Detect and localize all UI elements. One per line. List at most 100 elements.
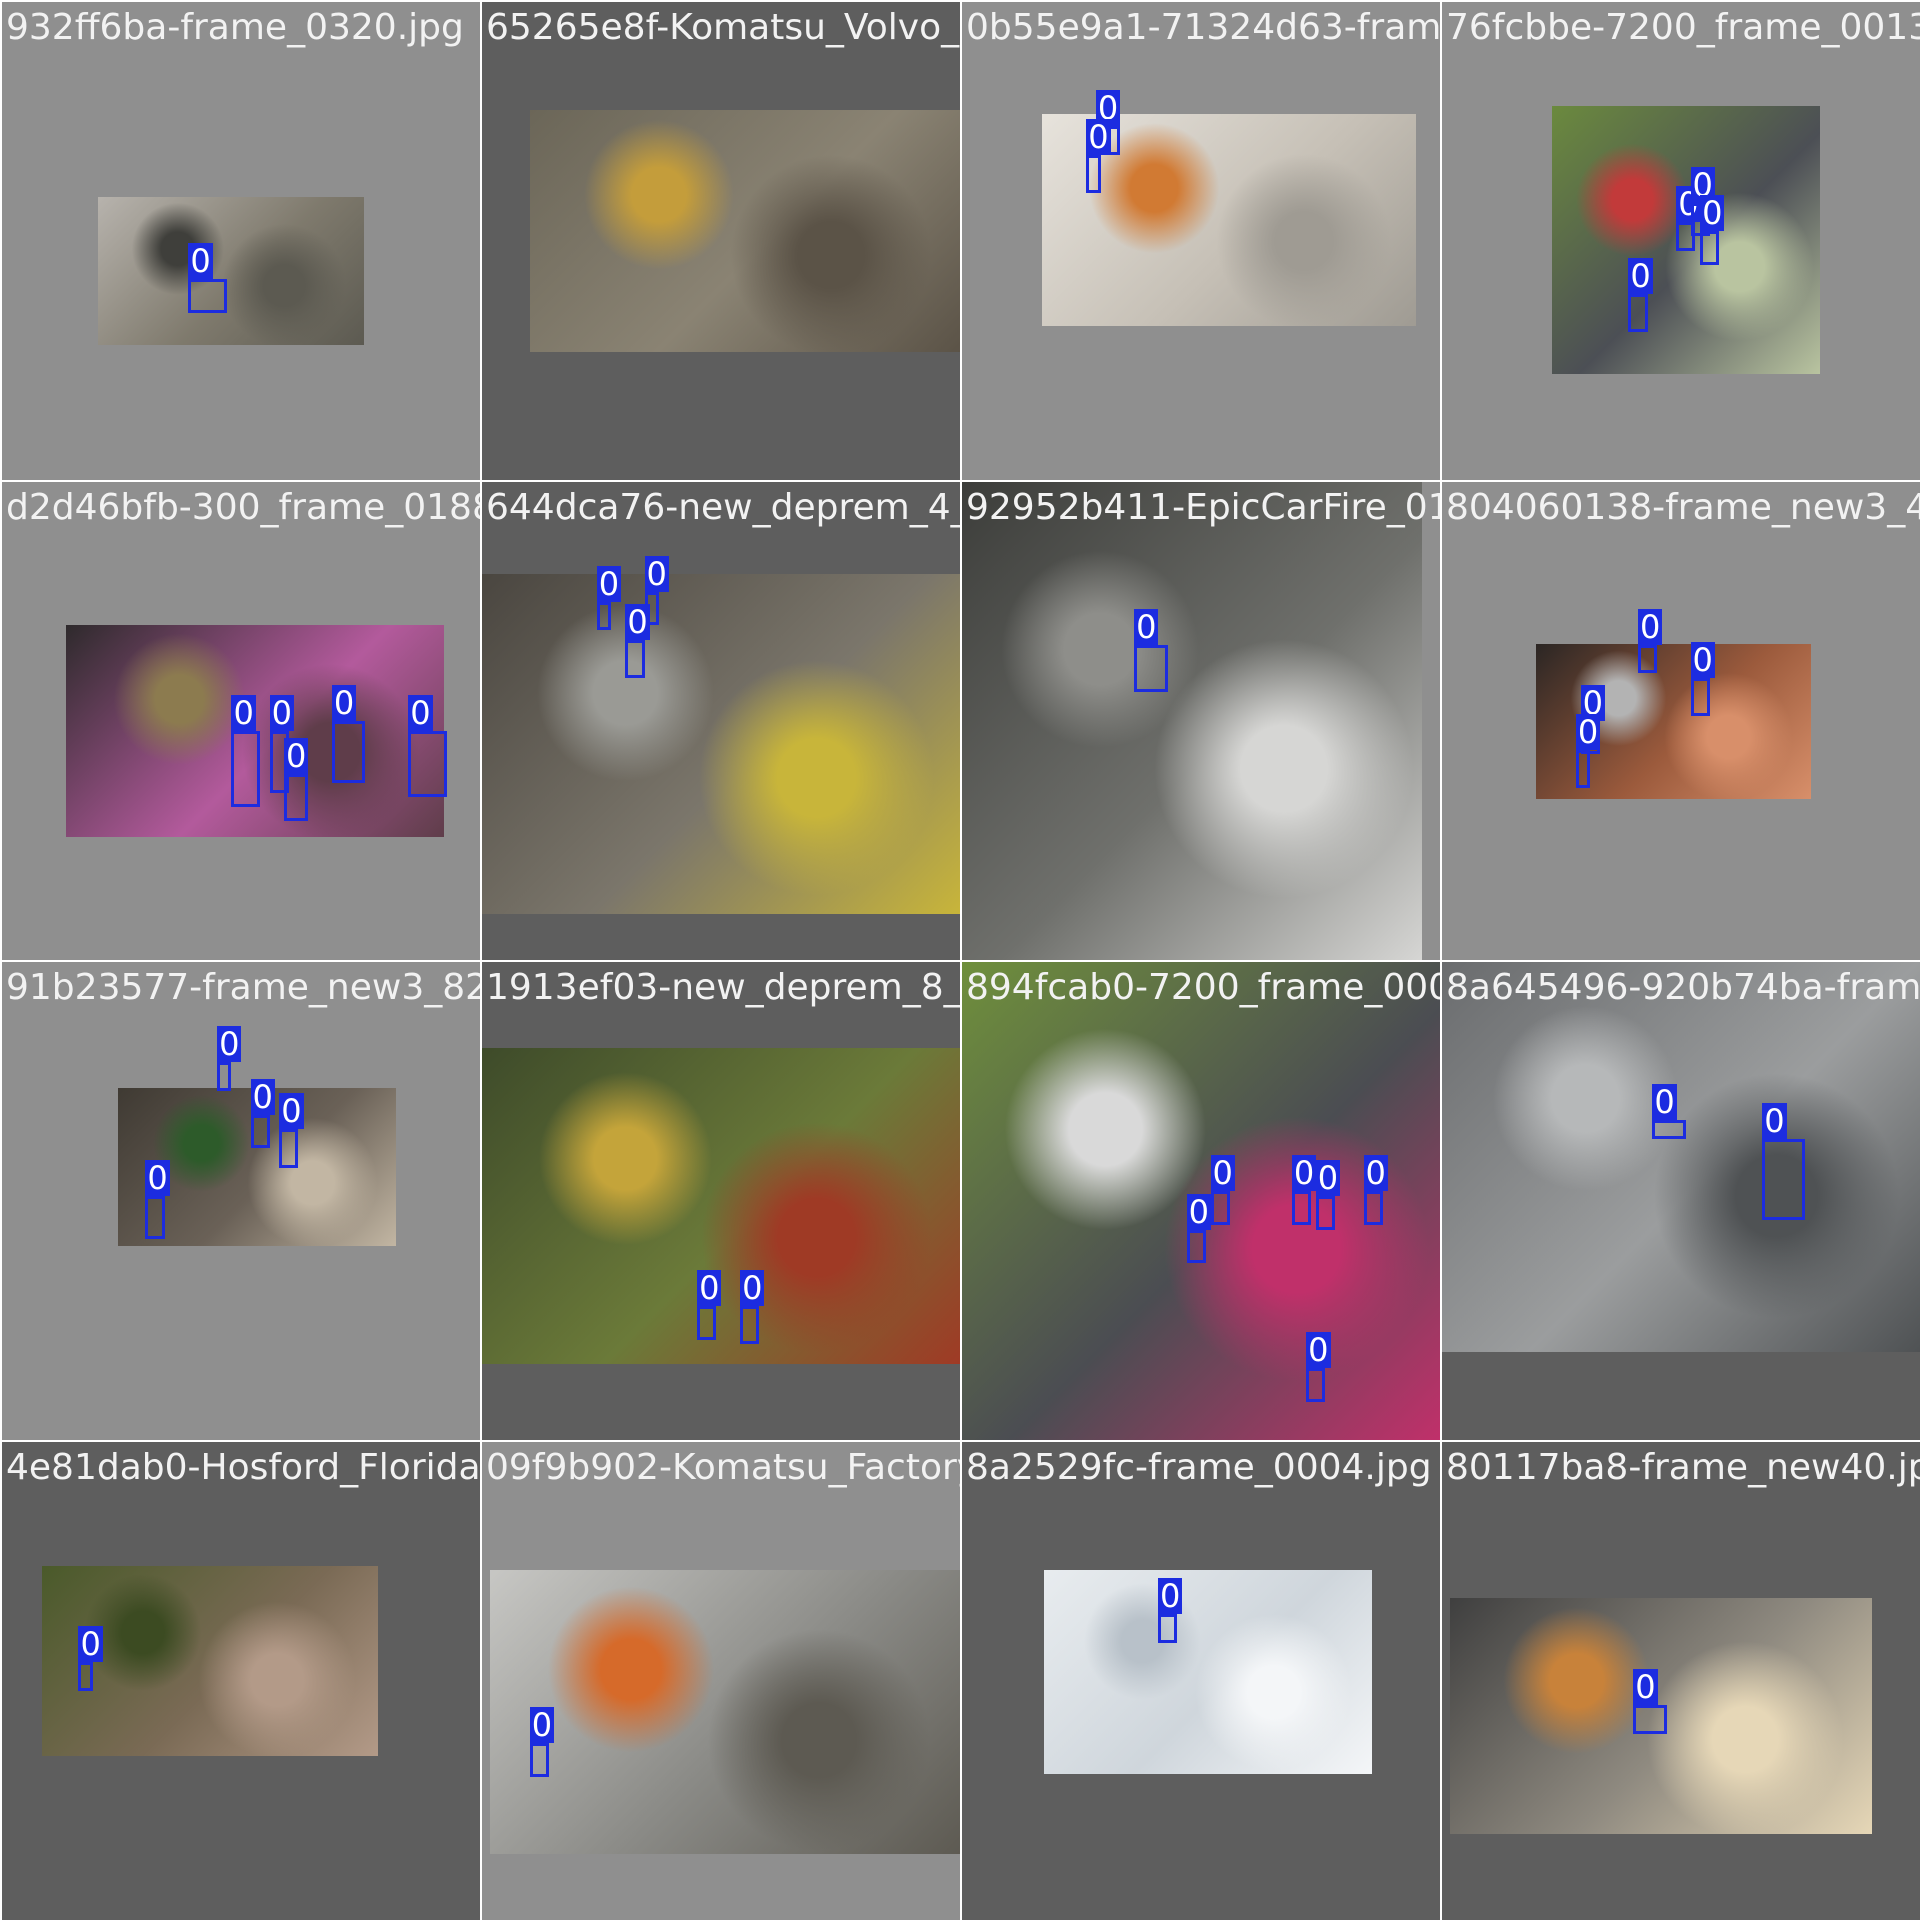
detection-label: 0 [1291, 1154, 1317, 1193]
detection-label: 0 [217, 1025, 242, 1064]
detection-box [250, 1114, 270, 1149]
detection-box [1762, 1138, 1806, 1221]
detection-label: 0 [250, 1077, 275, 1116]
detection-box [217, 1062, 232, 1092]
tile-photo [530, 110, 960, 352]
detection-box [284, 773, 308, 822]
detection-box [1575, 749, 1591, 788]
detection-label: 0 [1700, 194, 1725, 233]
detection-label: 0 [1690, 640, 1715, 679]
tile-photo [98, 197, 364, 345]
detection-box [78, 1661, 93, 1691]
detection-box [1210, 1191, 1230, 1225]
detection-box [1363, 1191, 1383, 1225]
detection-box [1676, 221, 1696, 251]
tile-filename: 4e81dab0-Hosford_Florida_Tornado_Afterma… [6, 1447, 480, 1488]
tile-photo [1450, 1598, 1872, 1834]
detection-label: 0 [1652, 1082, 1677, 1121]
mosaic-tile: 804060138-frame_new3_40.jpg0000 [1442, 482, 1920, 960]
detection-label: 0 [1210, 1154, 1235, 1193]
mosaic-tile: 4e81dab0-Hosford_Florida_Tornado_Afterma… [2, 1442, 480, 1920]
detection-box [1652, 1119, 1686, 1139]
detection-label: 0 [1633, 1667, 1658, 1706]
detection-box [697, 1306, 717, 1340]
tile-photo [1552, 106, 1820, 374]
detection-label: 0 [78, 1624, 103, 1663]
tile-filename: 76fcbbe-7200_frame_0013 [1446, 7, 1920, 48]
detection-box [740, 1306, 760, 1345]
tile-filename: 91b23577-frame_new3_82.jpg [6, 967, 480, 1008]
detection-box [529, 1743, 549, 1777]
tile-photo [482, 574, 960, 914]
tile-filename: 804060138-frame_new3_40.jpg [1446, 487, 1920, 528]
detection-box [279, 1129, 299, 1168]
detection-label: 0 [279, 1092, 304, 1131]
detection-label: 0 [1363, 1154, 1388, 1193]
detection-label: 0 [284, 736, 309, 775]
detection-label: 0 [1637, 607, 1663, 646]
mosaic-tile: 76fcbbe-7200_frame_0013 0 0 0 0 [1442, 2, 1920, 480]
detection-box [408, 730, 447, 798]
detection-box [231, 730, 261, 808]
mosaic-tile: 80117ba8-frame_new40.jpg 0 [1442, 1442, 1920, 1920]
tile-filename: 92952b411-EpicCarFire_0193.jpg [966, 487, 1440, 528]
detection-box [1134, 644, 1168, 693]
mosaic-tile: 1913ef03-new_deprem_8_108.jpg 00 [482, 962, 960, 1440]
detection-box [1690, 677, 1710, 717]
detection-box [1306, 1368, 1326, 1402]
detection-label: 0 [740, 1269, 765, 1308]
mosaic-tile: 644dca76-new_deprem_4_0052.jpg000 [482, 482, 960, 960]
detection-box [596, 601, 612, 631]
detection-label: 0 [331, 684, 357, 722]
detection-label: 0 [269, 693, 295, 732]
mosaic-tile: 65265e8f-Komatsu_Volvo_Extreme_Demolitio… [482, 2, 960, 480]
tile-filename: 8a2529fc-frame_0004.jpg [966, 1447, 1432, 1488]
tile-filename: 80117ba8-frame_new40.jpg [1446, 1447, 1920, 1488]
tile-filename: 0b55e9a1-71324d63-frame_4760.jpg [966, 7, 1440, 48]
detection-box [625, 639, 645, 678]
tile-photo [482, 1048, 960, 1364]
detection-label: 0 [408, 693, 433, 732]
tile-filename: 65265e8f-Komatsu_Volvo_Extreme_Demolitio… [486, 7, 960, 48]
detection-box [331, 721, 366, 784]
tile-filename: 8a645496-920b74ba-frame_ [1446, 967, 1920, 1008]
tile-filename: 09f9b902-Komatsu_Factory_Demolition [486, 1447, 960, 1488]
detection-label: 0 [1186, 1192, 1212, 1231]
mosaic-tile: 8a2529fc-frame_0004.jpg 0 [962, 1442, 1440, 1920]
tile-filename: 644dca76-new_deprem_4_0052.jpg [486, 487, 960, 528]
detection-box [1291, 1191, 1311, 1225]
mosaic-tile: 8a645496-920b74ba-frame_ 0 0 [1442, 962, 1920, 1440]
detection-box [1700, 231, 1720, 265]
tile-photo [962, 482, 1422, 960]
mosaic-tile: 92952b411-EpicCarFire_0193.jpg 0 [962, 482, 1440, 960]
tile-filename: d2d46bfb-300_frame_0188.jpg [6, 487, 480, 528]
detection-box [1315, 1196, 1335, 1230]
mosaic-tile: 0b55e9a1-71324d63-frame_4760.jpg00 [962, 2, 1440, 480]
tile-photo [1044, 1570, 1372, 1774]
detection-box [1633, 1704, 1667, 1734]
detection-box [1637, 644, 1658, 674]
detection-label: 0 [231, 693, 256, 732]
detection-box [188, 279, 227, 313]
detection-label: 0 [145, 1159, 170, 1198]
mosaic-tile: 09f9b902-Komatsu_Factory_Demolition 0 [482, 1442, 960, 1920]
detection-label: 0 [1086, 117, 1111, 156]
tile-filename: 932ff6ba-frame_0320.jpg [6, 7, 464, 48]
mosaic-tile: 91b23577-frame_new3_82.jpg0000 [2, 962, 480, 1440]
detection-label: 0 [625, 602, 650, 641]
detection-label: 0 [188, 242, 213, 281]
detection-box [1186, 1229, 1206, 1264]
detection-label: 0 [1157, 1577, 1183, 1616]
detection-label: 0 [529, 1706, 555, 1745]
tile-photo [490, 1570, 960, 1854]
tile-filename: 1913ef03-new_deprem_8_108.jpg [486, 967, 960, 1008]
detection-label: 0 [1306, 1331, 1331, 1370]
tile-photo [1442, 962, 1920, 1352]
detection-label: 0 [596, 564, 622, 603]
detection-label: 0 [1575, 712, 1601, 751]
detection-label: 0 [1134, 607, 1159, 646]
detection-label: 0 [1762, 1101, 1787, 1140]
